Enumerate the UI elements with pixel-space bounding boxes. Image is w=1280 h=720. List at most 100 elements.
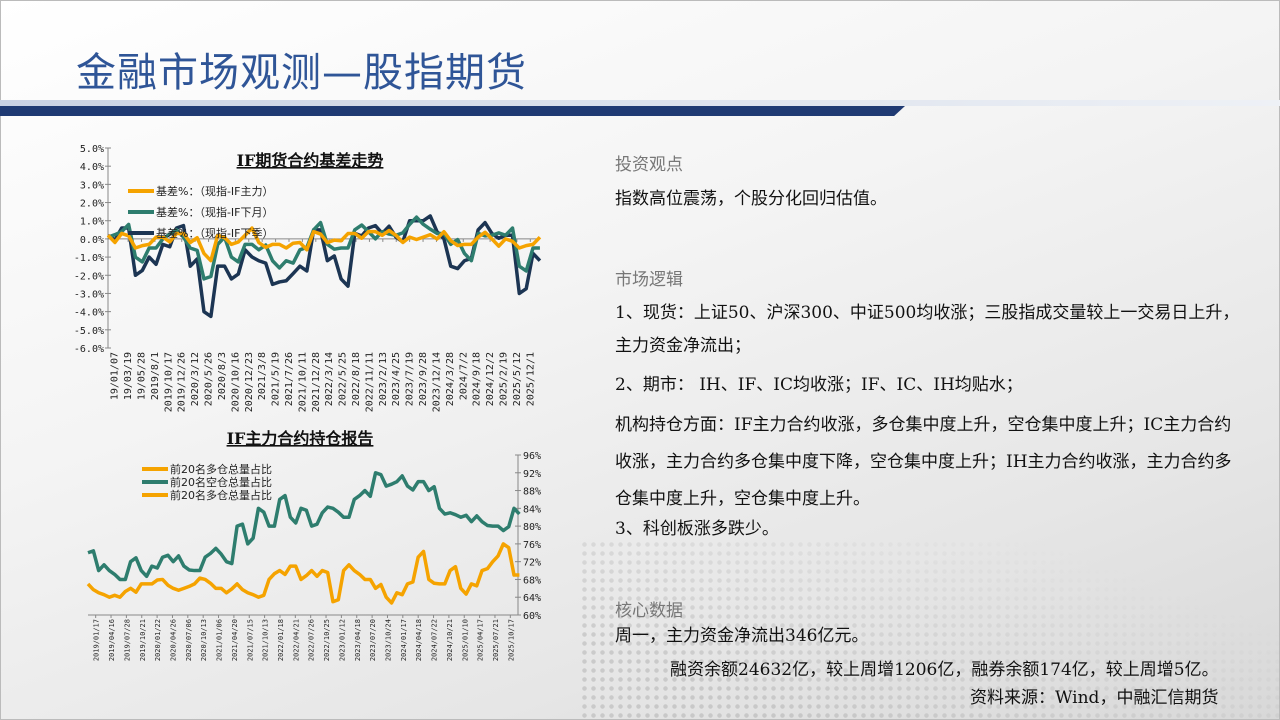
y-tick-label: 84% [523,504,541,515]
series-line-1 [86,542,520,605]
x-tick-label: 2019/07/28 [123,619,131,661]
y-tick-label: 4.0% [80,162,104,173]
x-tick-label: 2021/10/11 [297,352,308,412]
x-tick-label: 2025/12/1 [525,352,536,406]
legend-label: 前20名多仓总量占比 [170,488,272,502]
logic-line-4: 3、科创板涨多跌少。 [615,519,779,539]
y-tick-label: -5.0% [74,326,104,337]
y-tick-label: 5.0% [80,144,104,155]
y-tick-label: -4.0% [74,308,104,319]
source-note: 资料来源：Wind，中融汇信期货 [970,688,1219,708]
y-tick-label: 76% [523,540,541,551]
x-tick-label: 2022/3/14 [324,352,335,406]
x-tick-label: 19/01/07 [110,352,121,400]
x-tick-label: 2021/12/28 [311,352,322,412]
x-tick-label: 2020/10/16 [230,352,241,412]
core-heading: 核心数据 [615,601,683,621]
x-tick-label: 2024/07/22 [431,619,439,661]
logic-line-3: 机构持仓方面：IF主力合约收涨，多仓集中度上升，空仓集中度上升；IC主力合约收涨… [615,415,1232,509]
background-dot-pattern [580,540,1280,720]
chart-2: 96% 92% 88% 84% 80% 76% 72% 68% 64% 60% 2019/01/17… [86,429,541,661]
x-tick-label: 2025/01/10 [461,619,469,661]
x-tick-label: 2020/8/3 [217,352,228,400]
x-tick-label: 2019/01/17 [93,619,101,661]
view-text: 指数高位震荡，个股分化回归估值。 [615,189,887,209]
y-tick-label: 64% [523,593,541,604]
x-tick-label: 2022/01/18 [277,619,285,661]
y-tick-label: 80% [523,522,541,533]
x-tick-label: 2021/07/15 [246,619,254,661]
x-tick-label: 2020/12/23 [244,352,255,412]
x-tick-label: 2020/5/26 [204,352,215,406]
x-tick-label: 2019/10/21 [139,619,147,661]
logic-heading: 市场逻辑 [615,270,683,290]
x-tick-label: 2020/01/22 [154,619,162,661]
header-band [0,106,905,116]
y-tick-label: 2.0% [80,199,104,210]
chart-title: IF期货合约基差走势 [237,151,384,170]
core-line-1: 周一，主力资金净流出346亿元。 [615,626,869,646]
x-tick-label: 2019/10/17 [163,352,174,412]
x-tick-label: 2021/5/19 [271,352,282,406]
x-tick-label: 2024/7/2 [458,352,469,400]
x-tick-label: 2024/01/17 [400,619,408,661]
logic-line-1: 1、现货：上证50、沪深300、中证500均收涨；三股指成交量较上一交易日上升，… [615,303,1240,356]
chart-1: 5.0% 4.0% 3.0% 2.0% 1.0% 0.0% -1.0% -2.0% -3.0% -… [74,144,542,412]
x-tick-label: 2022/11/11 [364,352,375,412]
x-tick-label: 2023/04/18 [354,619,362,661]
legend-label: 基差%：（现指-IF下月） [156,205,274,219]
legend-label: 基差%：（现指-IF主力） [156,184,274,198]
x-tick-label: 2024/04/18 [415,619,423,661]
y-tick-label: -6.0% [74,344,104,355]
x-tick-label: 2022/5/25 [338,352,349,406]
x-tick-label: 2023/07/20 [369,619,377,661]
page-title: 金融市场观测—股指期货 [76,50,527,96]
x-tick-label: 2022/07/26 [308,619,316,661]
x-tick-label: 2024/10/21 [446,619,454,661]
x-tick-label: 2023/4/25 [391,352,402,406]
y-tick-label: -2.0% [74,271,104,282]
x-tick-label: 2023/10/24 [384,619,392,661]
x-tick-label: 2025/5/12 [512,352,523,406]
y-tick-label: 72% [523,558,541,569]
x-tick-label: 2021/7/26 [284,352,295,406]
x-tick-label: 2019/8/1 [150,352,161,400]
y-tick-label: 3.0% [80,180,104,191]
y-tick-label: 96% [523,451,541,462]
legend-label: 基差%：（现指-IF下季） [156,226,274,240]
header-band-light [0,100,1280,106]
x-tick-label: 2021/04/20 [231,619,239,661]
view-heading: 投资观点 [615,155,683,175]
x-tick-label: 2021/10/13 [262,619,270,661]
y-tick-label: 0.0% [80,235,104,246]
y-tick-label: 88% [523,487,541,498]
x-tick-label: 2019/12/26 [177,352,188,412]
x-tick-label: 2022/04/21 [292,619,300,661]
x-tick-label: 2024/3/28 [445,352,456,406]
x-tick-label: 19/05/28 [137,352,148,400]
x-tick-label: 2023/7/19 [405,352,416,406]
x-tick-label: 2021/01/06 [216,619,224,661]
x-tick-label: 2023/9/28 [418,352,429,406]
x-tick-label: 2020/04/26 [169,619,177,661]
series-line-1 [106,226,542,263]
x-tick-label: 2025/07/21 [492,619,500,661]
x-tick-label: 2020/10/13 [200,619,208,661]
x-tick-label: 2022/10/25 [323,619,331,661]
y-tick-label: 1.0% [80,217,104,228]
x-tick-label: 2025/2/19 [498,352,509,406]
x-tick-label: 2021/3/8 [257,352,268,400]
chart-title: IF主力合约持仓报告 [227,429,374,448]
y-tick-label: -3.0% [74,289,104,300]
x-tick-label: 2025/10/17 [507,619,515,661]
x-tick-label: 2023/2/13 [378,352,389,406]
x-tick-label: 19/03/19 [123,352,134,400]
x-tick-label: 2025/04/17 [477,619,485,661]
x-tick-label: 2023/12/14 [431,352,442,412]
y-tick-label: 92% [523,469,541,480]
x-tick-label: 2024/9/18 [472,352,483,406]
legend-label: 前20名空仓总量占比 [170,475,272,489]
logic-line-2: 2、期市： IH、IF、IC均收涨；IF、IC、IH均贴水； [615,375,1023,395]
x-tick-label: 2020/07/06 [185,619,193,661]
